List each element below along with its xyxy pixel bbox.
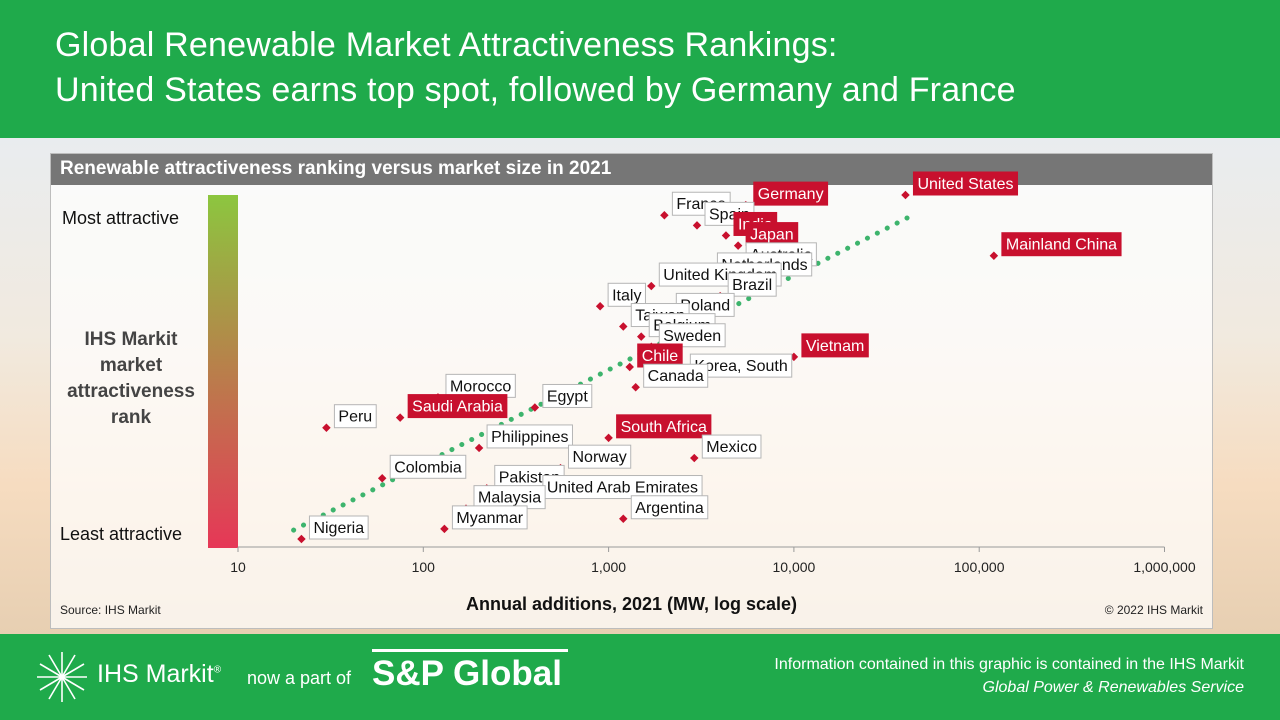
label-box-philippines — [486, 424, 573, 449]
label-poland: Poland — [680, 297, 730, 314]
point-japan — [733, 241, 743, 250]
label-egypt: Egypt — [547, 388, 588, 405]
label-box-saudi-arabia — [407, 394, 508, 419]
label-germany: Germany — [758, 186, 824, 203]
label-box-nigeria — [308, 515, 369, 540]
now-part-of-text: now a part of — [247, 668, 352, 688]
point-united-kingdom — [647, 281, 656, 291]
point-taiwan — [619, 322, 628, 331]
x-axis-title: Annual additions, 2021 (MW, log scale) — [465, 594, 798, 614]
label-box-mexico — [701, 434, 762, 459]
point-nigeria — [297, 534, 306, 544]
x-tick-label: 1,000 — [591, 559, 626, 575]
chart-title: Renewable attractiveness ranking versus … — [60, 158, 612, 179]
label-colombia: Colombia — [394, 459, 462, 476]
label-box-brazil — [727, 272, 777, 297]
label-norway: Norway — [572, 449, 626, 466]
label-box-italy — [607, 282, 646, 307]
rank-gradient-bar — [208, 195, 238, 548]
label-box-canada — [643, 363, 709, 388]
x-tick-label: 10,000 — [772, 559, 815, 575]
label-sweden: Sweden — [663, 328, 721, 345]
label-box-south-africa — [616, 414, 712, 439]
footer-banner: IHS Markit® now a part of S&P Global Inf… — [0, 634, 1280, 720]
label-united-states: United States — [917, 176, 1013, 193]
x-tick-label: 100,000 — [954, 559, 1005, 575]
label-box-united-states — [912, 171, 1019, 196]
label-italy: Italy — [612, 287, 641, 304]
point-colombia — [377, 474, 387, 483]
label-mainland-china: Mainland China — [1006, 237, 1117, 254]
label-box-sweden — [658, 323, 726, 348]
label-box-mainland-china — [1001, 232, 1122, 257]
label-box-norway — [567, 444, 632, 469]
point-chile — [625, 362, 634, 372]
label-saudi-arabia: Saudi Arabia — [412, 399, 503, 416]
label-myanmar: Myanmar — [456, 510, 523, 527]
point-myanmar — [440, 524, 449, 534]
label-brazil: Brazil — [732, 277, 772, 294]
label-box-argentina — [630, 495, 709, 520]
label-korea-south: Korea, South — [694, 358, 787, 375]
label-south-africa: South Africa — [621, 419, 707, 436]
sp-global-logo: S&P Global — [372, 654, 562, 693]
point-peru — [322, 423, 331, 432]
label-box-peru — [333, 404, 377, 429]
point-egypt — [530, 403, 540, 412]
point-italy — [595, 302, 605, 311]
point-united-states — [901, 190, 910, 200]
point-argentina — [619, 514, 628, 524]
label-japan: Japan — [750, 227, 794, 244]
y-axis-label: IHS Markit market attractiveness rank — [67, 329, 195, 428]
ihs-markit-logo-text: IHS Markit® — [97, 660, 222, 688]
scatter-plot: 10 100 1,000 10,000 100,000 1,000,000 United S… — [230, 171, 1196, 575]
header-banner: Global Renewable Market Attractiveness R… — [0, 0, 1280, 138]
point-belgium — [636, 332, 646, 341]
point-india — [721, 231, 731, 240]
point-south-africa — [604, 433, 613, 443]
point-saudi-arabia — [395, 413, 405, 422]
label-philippines: Philippines — [491, 429, 568, 446]
label-united-arab-emirates: United Arab Emirates — [547, 480, 698, 497]
label-peru: Peru — [338, 409, 372, 426]
label-mexico: Mexico — [706, 439, 757, 456]
sp-logo-rule — [372, 649, 568, 652]
label-morocco: Morocco — [450, 378, 511, 395]
copyright-note: © 2022 IHS Markit — [1104, 603, 1203, 617]
label-box-germany — [753, 181, 829, 206]
x-tick-label: 10 — [230, 559, 246, 575]
label-box-egypt — [542, 383, 593, 408]
info-line-2: Global Power & Renewables Service — [982, 679, 1244, 696]
point-philippines — [474, 443, 484, 453]
point-canada — [631, 382, 640, 392]
page-title-line2: United States earns top spot, followed b… — [55, 71, 1016, 109]
ihs-markit-logo-icon — [37, 652, 87, 702]
label-box-vietnam — [801, 333, 869, 358]
point-spain — [692, 221, 702, 230]
label-vietnam: Vietnam — [806, 338, 864, 355]
x-tick-label: 100 — [412, 559, 436, 575]
x-tick-label: 1,000,000 — [1133, 559, 1195, 575]
info-line-1: Information contained in this graphic is… — [774, 656, 1244, 673]
page-title-line1: Global Renewable Market Attractiveness R… — [55, 26, 838, 64]
label-canada: Canada — [648, 368, 704, 385]
point-france — [660, 210, 669, 220]
label-box-myanmar — [451, 505, 528, 530]
label-argentina: Argentina — [635, 500, 704, 517]
label-chile: Chile — [642, 348, 679, 365]
source-note: Source: IHS Markit — [60, 603, 161, 617]
most-attractive-label: Most attractive — [62, 208, 180, 228]
least-attractive-label: Least attractive — [60, 524, 183, 544]
label-nigeria: Nigeria — [313, 520, 364, 537]
chart-title-bar: Renewable attractiveness ranking versus … — [51, 154, 1212, 185]
point-mainland-china — [989, 251, 999, 260]
label-box-colombia — [389, 454, 467, 479]
label-malaysia: Malaysia — [478, 490, 541, 507]
point-mexico — [690, 453, 699, 463]
